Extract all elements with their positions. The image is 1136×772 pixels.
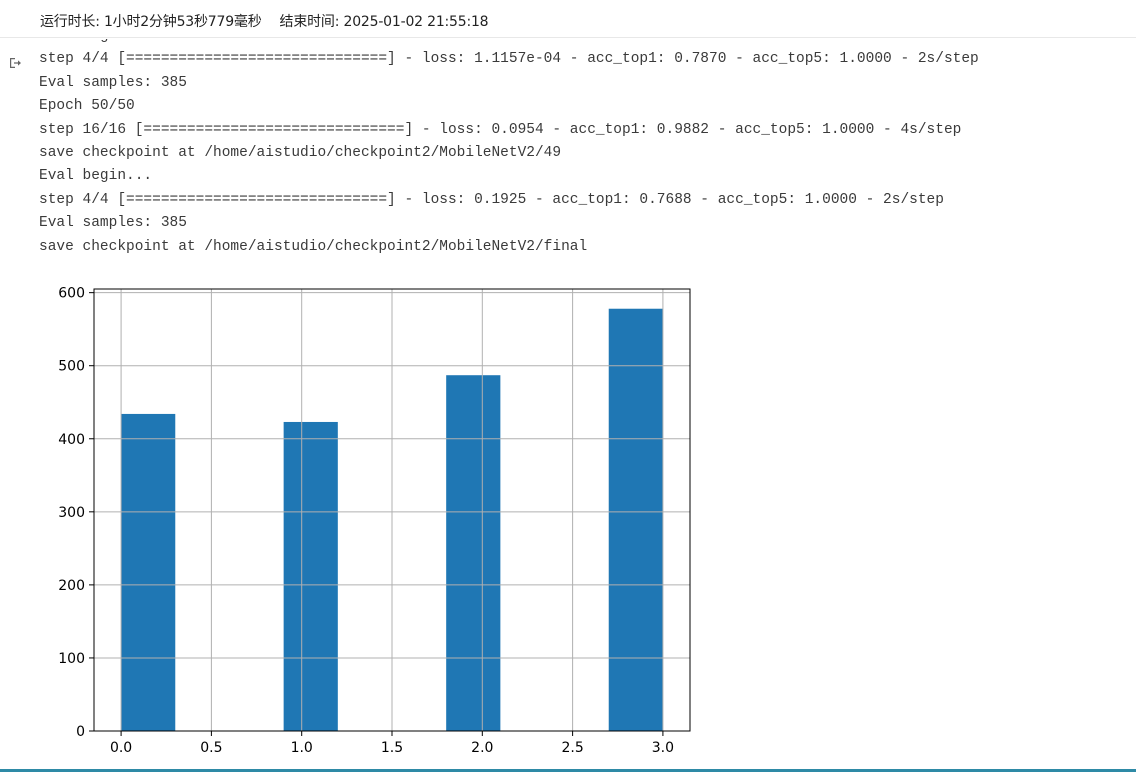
log-line: Eval begin... — [39, 168, 153, 185]
output-log: Eval begin... step 4/4 [=================… — [39, 39, 979, 259]
log-line: save checkpoint at /home/aistudio/checkp… — [39, 144, 562, 161]
log-line: Epoch 50/50 — [39, 98, 135, 115]
chart-svg: 0.0 0.5 1.0 1.5 2.0 2.5 3.0 0 100 200 300 400 500 600 — [58, 286, 691, 756]
log-line: step 16/16 [============================… — [39, 121, 962, 138]
y-tick-label: 600 — [58, 286, 85, 302]
output-arrow-icon[interactable] — [8, 56, 22, 70]
cell-status-bar: 运行时长: 1小时2分钟53秒779毫秒 结束时间: 2025-01-02 21:… — [0, 0, 1136, 38]
cell-run-info: 运行时长: 1小时2分钟53秒779毫秒 结束时间: 2025-01-02 21:… — [40, 11, 489, 31]
y-tick-label: 300 — [58, 505, 85, 521]
y-tick-label: 100 — [58, 651, 85, 667]
log-line: step 4/4 [==============================… — [39, 51, 979, 68]
chart-bar — [446, 375, 501, 731]
log-line: Eval samples: 385 — [39, 74, 187, 91]
chart-bar — [283, 421, 338, 731]
histogram-chart: 0.0 0.5 1.0 1.5 2.0 2.5 3.0 0 100 200 300 400 500 600 — [40, 276, 700, 770]
cell-output-area: Eval begin... step 4/4 [=================… — [0, 39, 1136, 770]
chart-bar — [608, 308, 663, 731]
x-tick-label: 3.0 — [652, 740, 674, 756]
x-tick-label: 2.5 — [561, 740, 583, 756]
x-tick-label: 2.0 — [471, 740, 493, 756]
x-tick-label: 0.5 — [200, 740, 222, 756]
x-tick-label: 1.5 — [381, 740, 403, 756]
y-tick-label: 0 — [76, 724, 85, 740]
chart-bar — [121, 413, 176, 731]
y-tick-label: 200 — [58, 578, 85, 594]
x-tick-label: 1.0 — [291, 740, 313, 756]
log-line: save checkpoint at /home/aistudio/checkp… — [39, 238, 588, 255]
y-tick-label: 500 — [58, 359, 85, 375]
log-line: Eval begin... — [39, 39, 979, 48]
end-time-label: 结束时间: 2025-01-02 21:55:18 — [279, 14, 489, 30]
runtime-label: 运行时长: 1小时2分钟53秒779毫秒 — [40, 14, 262, 30]
y-tick-label: 400 — [58, 432, 85, 448]
log-line: step 4/4 [==============================… — [39, 191, 944, 208]
focus-indicator-line — [0, 769, 1136, 772]
x-tick-label: 0.0 — [110, 740, 132, 756]
log-line: Eval samples: 385 — [39, 215, 187, 232]
